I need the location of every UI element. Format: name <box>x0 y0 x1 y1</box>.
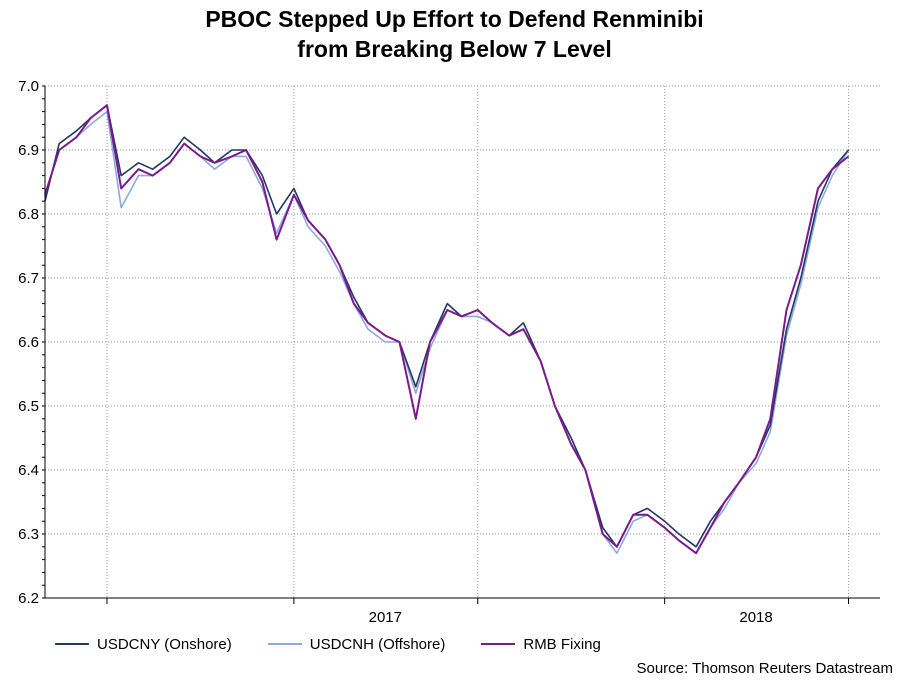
y-tick-label: 6.6 <box>18 334 39 351</box>
chart-title-line-1: PBOC Stepped Up Effort to Defend Renmini… <box>205 6 704 32</box>
axes <box>42 85 880 604</box>
y-tick-label: 6.7 <box>18 270 39 287</box>
series-usdcnh-line <box>44 110 850 555</box>
chart-title: PBOC Stepped Up Effort to Defend Renmini… <box>0 4 909 64</box>
series-lines <box>44 104 850 555</box>
legend-item-usdcnh: USDCNH (Offshore) <box>267 635 446 653</box>
source-note: Source: Thomson Reuters Datastream <box>636 660 893 677</box>
grid-lines <box>45 85 880 598</box>
legend-item-rmb-fixing: RMB Fixing <box>481 636 601 653</box>
y-tick-label: 6.8 <box>18 206 39 223</box>
x-tick-label: 2017 <box>369 609 402 626</box>
legend-swatch-usdcny <box>55 643 89 645</box>
series-usdcny-line <box>44 104 850 548</box>
tick-labels: 6.2 6.3 6.4 6.5 6.6 6.7 6.8 6.9 7.0 2017 2018 <box>18 78 773 626</box>
legend-label-usdcny: USDCNY (Onshore) <box>97 635 232 653</box>
legend-item-usdcny: USDCNY (Onshore) <box>55 636 232 653</box>
y-tick-label: 7.0 <box>18 78 39 95</box>
y-tick-label: 6.3 <box>18 526 39 543</box>
legend-swatch-usdcnh <box>267 643 302 645</box>
y-tick-label: 6.5 <box>18 398 39 415</box>
series-rmb-fixing-line <box>44 104 850 555</box>
y-tick-label: 6.4 <box>18 462 39 479</box>
chart-title-line-2: from Breaking Below 7 Level <box>297 36 612 62</box>
y-tick-label: 6.9 <box>18 142 39 159</box>
legend: USDCNY (Onshore) USDCNH (Offshore) RMB F… <box>55 633 637 655</box>
y-tick-label: 6.2 <box>18 590 39 607</box>
legend-swatch-rmb-fixing <box>481 643 516 645</box>
legend-label-rmb-fixing: RMB Fixing <box>523 635 601 653</box>
x-tick-label: 2018 <box>739 609 772 626</box>
legend-label-usdcnh: USDCNH (Offshore) <box>309 635 446 653</box>
